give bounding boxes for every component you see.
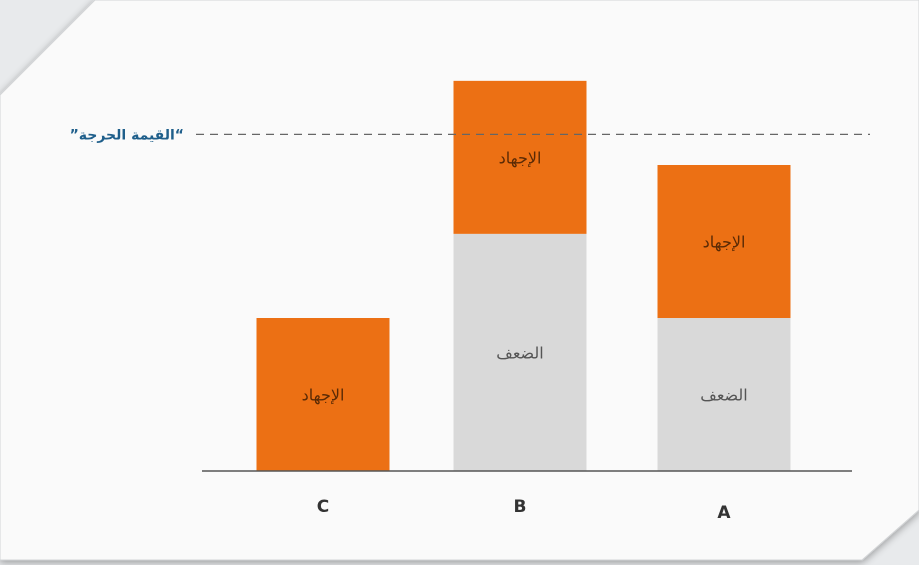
segment-label: الضعف (496, 343, 543, 362)
bar-segment-b-stress (453, 80, 587, 234)
segment-label: الضعف (700, 386, 747, 405)
segment-label: الإجهاد (302, 386, 345, 406)
threshold-label: ”القيمة الحرجة“ (70, 127, 184, 143)
bar-segment-a-weakness (657, 318, 791, 471)
x-tick-label: C (317, 497, 329, 517)
bar-segment-b-weakness (453, 233, 587, 471)
bar-segment-a-stress (657, 165, 791, 318)
x-tick-label: B (514, 497, 527, 517)
plot-area: الضعف الإجهاد A الضعف الإجهاد B الإجهاد C ”القيم… (70, 80, 870, 523)
x-tick-label: A (717, 503, 731, 523)
bar-segment-c-stress (256, 318, 390, 471)
segment-label: الإجهاد (703, 233, 746, 253)
segment-label: الإجهاد (499, 148, 542, 168)
